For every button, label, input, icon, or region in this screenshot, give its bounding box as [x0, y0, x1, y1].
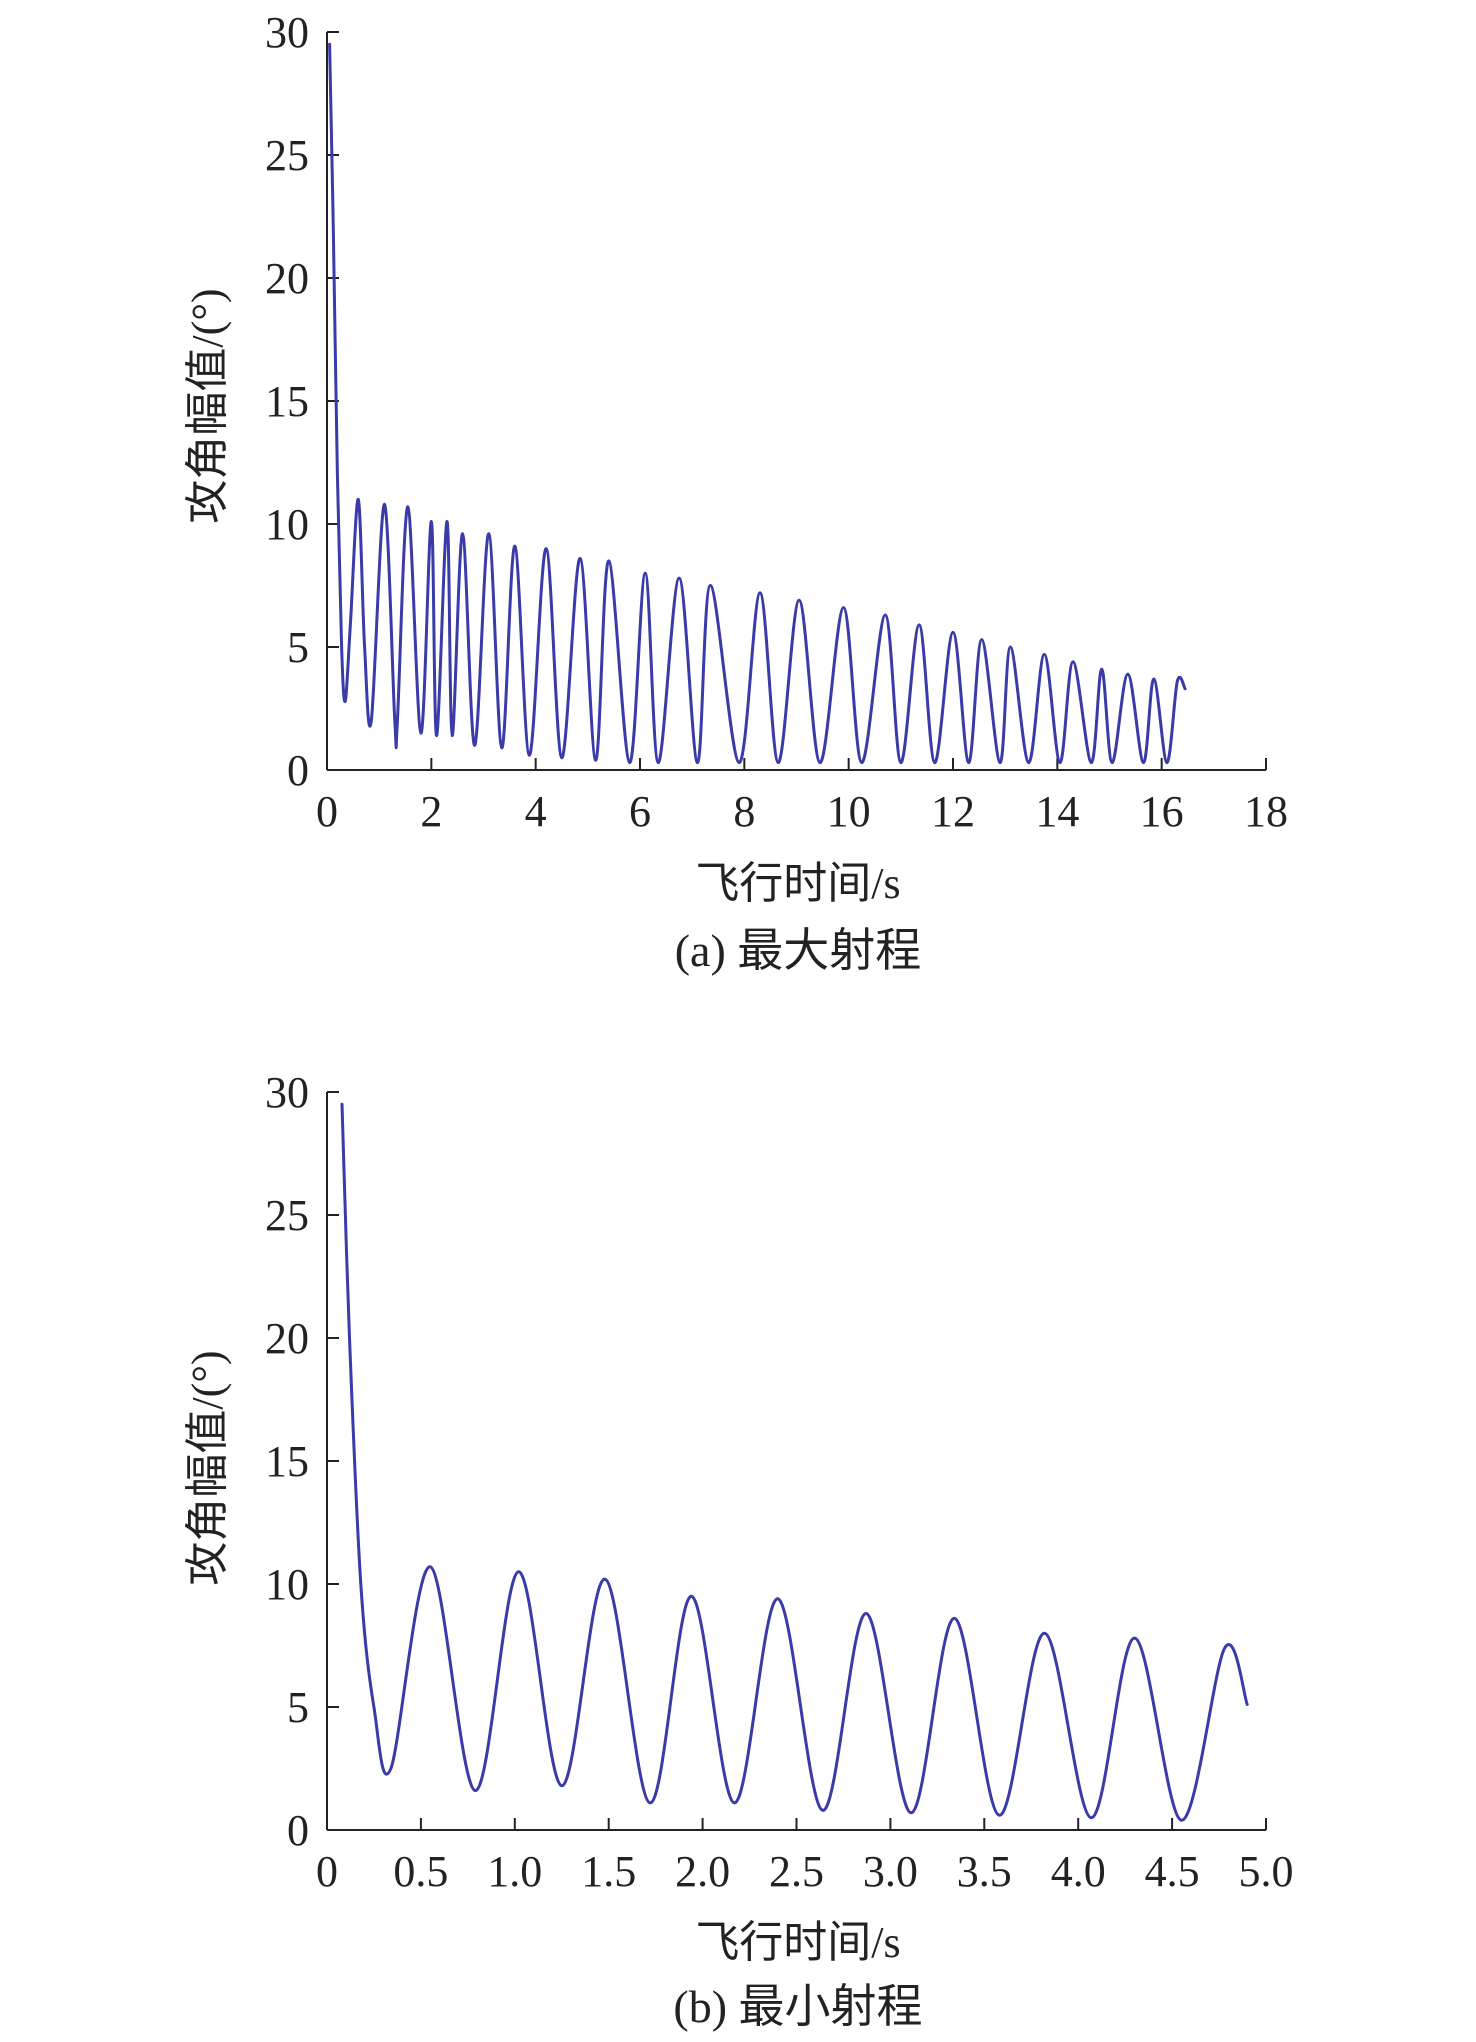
x-tick-label: 8 — [733, 787, 755, 836]
x-tick-label: 12 — [931, 787, 975, 836]
y-axis-title: 攻角幅值/(°) — [183, 288, 232, 523]
x-tick-label: 2.0 — [675, 1847, 730, 1896]
y-tick-label: 20 — [265, 1314, 309, 1363]
y-tick-label: 5 — [287, 1683, 309, 1732]
chart-a: 0 5 10 15 20 25 30 0 2 4 6 8 10 12 14 16 18 飞行时间/s 攻角幅值/… — [183, 8, 1288, 976]
y-tick-label: 20 — [265, 254, 309, 303]
x-tick-label: 1.5 — [581, 1847, 636, 1896]
x-tick-label: 2 — [420, 787, 442, 836]
x-tick-label: 16 — [1140, 787, 1184, 836]
y-tick-label: 30 — [265, 8, 309, 57]
plot-group: 0 5 10 15 20 25 30 0 0.5 1.0 1.5 2.0 2.5 3.0 3.5 4.0 4.5… — [265, 1068, 1294, 1896]
x-tick-label: 0.5 — [393, 1847, 448, 1896]
x-tick-label: 18 — [1244, 787, 1288, 836]
y-tick-label: 15 — [265, 377, 309, 426]
x-tick-label: 3.5 — [957, 1847, 1012, 1896]
x-tick-label: 6 — [629, 787, 651, 836]
x-tick-label: 5.0 — [1239, 1847, 1294, 1896]
y-tick-label: 10 — [265, 500, 309, 549]
series-line — [328, 42, 1187, 765]
y-tick-label: 15 — [265, 1437, 309, 1486]
x-tick-label: 0 — [316, 1847, 338, 1896]
chart-b: 0 5 10 15 20 25 30 0 0.5 1.0 1.5 2.0 2.5 3.0 3.5 4.0 4.5… — [183, 1068, 1294, 2032]
x-tick-label: 2.5 — [769, 1847, 824, 1896]
y-tick-label: 10 — [265, 1560, 309, 1609]
y-tick-label: 25 — [265, 131, 309, 180]
x-tick-label: 0 — [316, 787, 338, 836]
series-line — [340, 1102, 1249, 1822]
x-tick-label: 4.5 — [1145, 1847, 1200, 1896]
x-tick-label: 10 — [827, 787, 871, 836]
x-tick-label: 4 — [525, 787, 547, 836]
chart-caption: (b) 最小射程 — [673, 1981, 922, 2032]
y-tick-label: 5 — [287, 623, 309, 672]
x-tick-label: 1.0 — [487, 1847, 542, 1896]
y-tick-label: 25 — [265, 1191, 309, 1240]
chart-caption: (a) 最大射程 — [675, 925, 922, 976]
y-axis-title: 攻角幅值/(°) — [183, 1350, 232, 1585]
plot-group: 0 5 10 15 20 25 30 0 2 4 6 8 10 12 14 16 18 — [265, 8, 1288, 836]
y-tick-label: 30 — [265, 1068, 309, 1117]
x-axis-title: 飞行时间/s — [695, 1918, 900, 1967]
y-tick-label: 0 — [287, 1806, 309, 1855]
y-tick-label: 0 — [287, 746, 309, 795]
x-tick-label: 14 — [1035, 787, 1079, 836]
x-tick-label: 3.0 — [863, 1847, 918, 1896]
x-tick-label: 4.0 — [1051, 1847, 1106, 1896]
x-axis-title: 飞行时间/s — [695, 859, 900, 908]
